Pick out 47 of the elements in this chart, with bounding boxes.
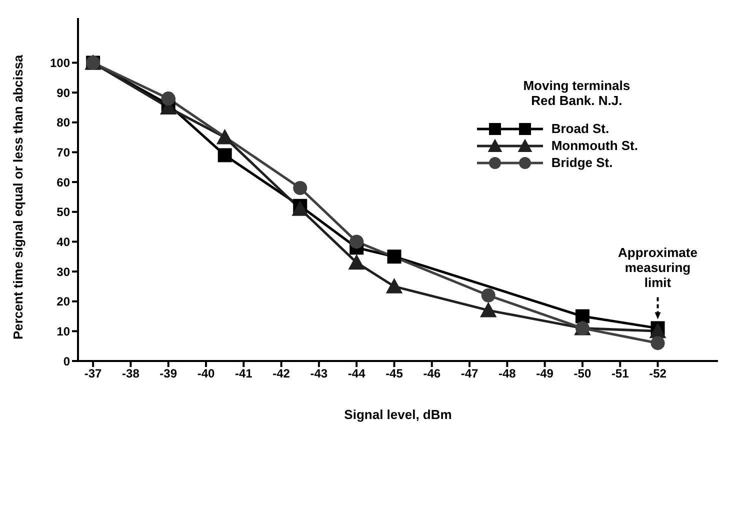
x-tick-label: -47: [460, 366, 479, 381]
x-tick-label: -41: [234, 366, 253, 381]
x-tick-label: -48: [498, 366, 516, 381]
point: [161, 92, 176, 106]
x-axis-title: Signal level, dBm: [344, 407, 452, 422]
annotation: Approximate measuring limit: [618, 245, 698, 290]
point: [386, 278, 403, 294]
x-tick-label: -43: [310, 366, 328, 381]
point: [480, 302, 497, 318]
legend-label: Bridge St.: [551, 155, 613, 170]
y-tick-label: 80: [56, 116, 70, 130]
y-axis-title: Percent time signal equal or less than abcissa: [10, 54, 26, 340]
y-tick-label: 0: [63, 354, 70, 368]
y-tick-label: 100: [50, 56, 70, 70]
x-tick-label: -39: [160, 366, 178, 381]
x-tick-label: -50: [574, 366, 592, 381]
y-tick-label: 70: [56, 145, 70, 160]
point: [650, 336, 665, 350]
point: [350, 234, 364, 249]
y-tick-label: 90: [56, 86, 70, 100]
point: [216, 128, 234, 144]
point: [293, 181, 308, 196]
x-tick-label: -49: [536, 366, 554, 381]
point: [292, 200, 309, 216]
y-tick-label: 50: [56, 205, 70, 220]
point: [575, 309, 590, 324]
y-tick-label: 30: [56, 264, 70, 279]
x-tick-label: -40: [197, 366, 215, 381]
y-tick-label: 20: [56, 294, 70, 309]
point: [218, 148, 232, 162]
x-tick-label: -51: [611, 366, 630, 381]
x-tick-label: -52: [649, 366, 667, 381]
legend-label: Broad St.: [551, 121, 610, 136]
y-tick-label: 40: [56, 234, 70, 249]
x-tick-label: -38: [122, 366, 140, 381]
x-tick-label: -37: [84, 366, 102, 381]
point: [387, 250, 402, 264]
legend-label: Monmouth St.: [551, 138, 638, 153]
x-tick-label: -42: [272, 366, 290, 381]
x-tick-label: -46: [423, 366, 441, 381]
x-tick-label: -44: [348, 366, 366, 381]
y-tick-label: 10: [56, 324, 70, 338]
point: [348, 254, 365, 270]
y-tick-label: 60: [56, 175, 70, 190]
x-tick-label: -45: [386, 366, 404, 381]
point: [481, 288, 496, 302]
legend-title: Moving terminals Red Bank. N.J.: [522, 78, 632, 108]
